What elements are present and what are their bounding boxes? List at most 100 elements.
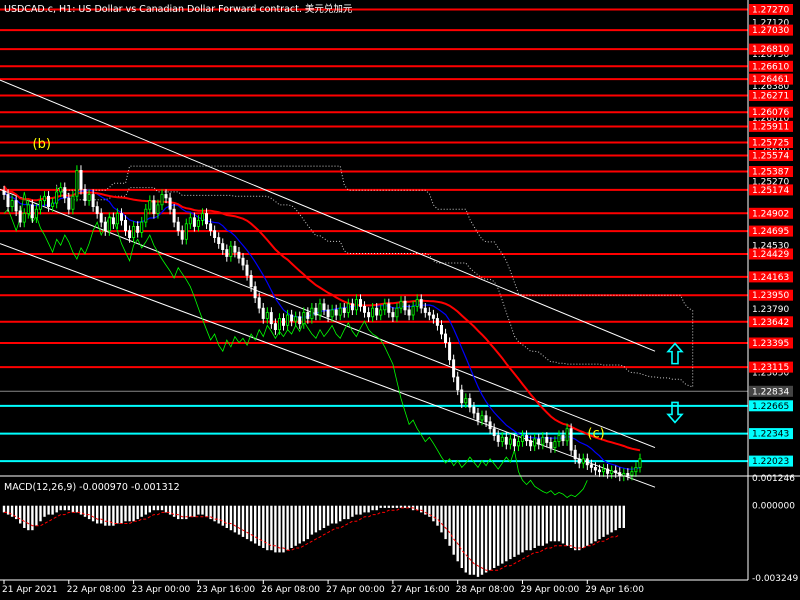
candle-body <box>318 303 322 316</box>
time-axis-label: 26 Apr 08:00 <box>261 585 320 595</box>
price-tag-label: 1.22665 <box>752 402 789 412</box>
price-tag-label: 1.25911 <box>752 122 789 132</box>
candle-body <box>508 438 512 445</box>
price-tag-label: 1.24695 <box>752 227 789 237</box>
candle-body <box>164 194 168 199</box>
candle-body <box>618 472 622 477</box>
price-tag-box <box>749 4 793 15</box>
candle-body <box>500 436 504 442</box>
ichimoku-cloud <box>56 165 694 388</box>
candle-body <box>273 323 277 331</box>
candle-body <box>598 469 602 473</box>
candle-body <box>83 188 87 201</box>
candle-body <box>257 297 261 309</box>
candle-body <box>330 309 334 318</box>
candle-body <box>233 245 237 253</box>
candle-body <box>468 398 472 408</box>
candle-body <box>480 415 484 421</box>
price-tag-label: 1.26076 <box>752 108 789 118</box>
candle-body <box>525 435 529 442</box>
candle-body <box>156 204 160 214</box>
candle-body <box>107 217 111 232</box>
candle-body <box>452 359 456 378</box>
candle-body <box>630 471 634 476</box>
candle-body <box>456 376 460 391</box>
candle-body <box>395 307 399 318</box>
candle-body <box>521 435 525 442</box>
wave-label: (b) <box>33 137 51 152</box>
price-tag-label: 1.26610 <box>752 62 789 72</box>
candle-body <box>346 303 350 313</box>
wave-annotations: (b) (c) <box>33 137 605 441</box>
candle-body <box>261 307 265 319</box>
candle-body <box>581 458 585 464</box>
candle-body <box>326 309 330 318</box>
candle-body <box>435 318 439 326</box>
candle-body <box>589 464 593 468</box>
price-tag-label: 1.25387 <box>752 168 789 178</box>
candle-body <box>314 307 318 316</box>
candle-body <box>47 195 51 208</box>
candle-body <box>484 415 488 423</box>
price-tag-box <box>749 361 793 373</box>
candle-body <box>144 208 148 223</box>
candle-body <box>120 213 124 221</box>
candle-body <box>294 316 298 322</box>
price-tag-label: 1.27030 <box>752 26 789 36</box>
candle-body <box>217 237 221 245</box>
candle-body <box>2 190 6 195</box>
candle-body <box>63 187 67 199</box>
price-tag-label: 1.23115 <box>752 363 789 373</box>
candle-body <box>375 307 379 316</box>
candle-body <box>245 264 249 276</box>
candle-body <box>545 436 549 443</box>
macd-axis: 0.001246 0.000000 -0.003249 <box>752 474 798 584</box>
candle-body <box>229 245 233 257</box>
price-tag-label: 1.26461 <box>752 75 789 85</box>
price-tag-box <box>749 184 793 196</box>
candle-body <box>537 438 541 445</box>
candle-body <box>204 213 208 225</box>
candle-body <box>249 274 253 287</box>
candle-body <box>517 441 521 447</box>
candle-body <box>492 428 496 437</box>
candle-body <box>221 243 225 251</box>
candle-body <box>367 312 371 318</box>
candle-body <box>415 299 419 307</box>
price-tag-label: 1.24429 <box>752 250 789 260</box>
candle-body <box>241 257 245 266</box>
candle-body <box>573 449 577 460</box>
price-axis-label: 1.26380 <box>752 82 789 92</box>
candle-body <box>383 303 387 311</box>
macd-axis-label: -0.003249 <box>752 574 798 584</box>
candle-body <box>140 221 144 233</box>
candle-body <box>6 194 10 208</box>
candle-body <box>225 249 229 257</box>
candle-body <box>569 428 573 451</box>
price-tag-label: 1.23395 <box>752 339 789 349</box>
candle-body <box>18 210 22 223</box>
slow-ma-line <box>3 185 641 452</box>
price-tag-box <box>749 137 793 148</box>
candle-body <box>411 305 415 316</box>
price-tag-box <box>749 60 793 72</box>
candle-body <box>51 202 55 207</box>
candle-body <box>277 318 281 331</box>
candle-body <box>43 195 47 202</box>
candle-body <box>22 213 26 223</box>
price-tag-box <box>749 120 793 132</box>
price-tag-box <box>749 24 793 36</box>
cloud-band <box>56 165 694 388</box>
price-tag-box <box>749 90 793 101</box>
fast-ma-line <box>3 189 641 470</box>
candle-body <box>322 303 326 311</box>
candle-body <box>99 213 103 223</box>
candle-body <box>387 303 391 313</box>
candle-body <box>34 208 38 219</box>
candle-body <box>350 303 354 311</box>
candle-body <box>638 458 642 468</box>
candle-body <box>87 194 91 201</box>
candle-body <box>298 316 302 325</box>
price-tag-box <box>749 400 793 412</box>
price-tag-label: 1.22834 <box>752 387 789 397</box>
